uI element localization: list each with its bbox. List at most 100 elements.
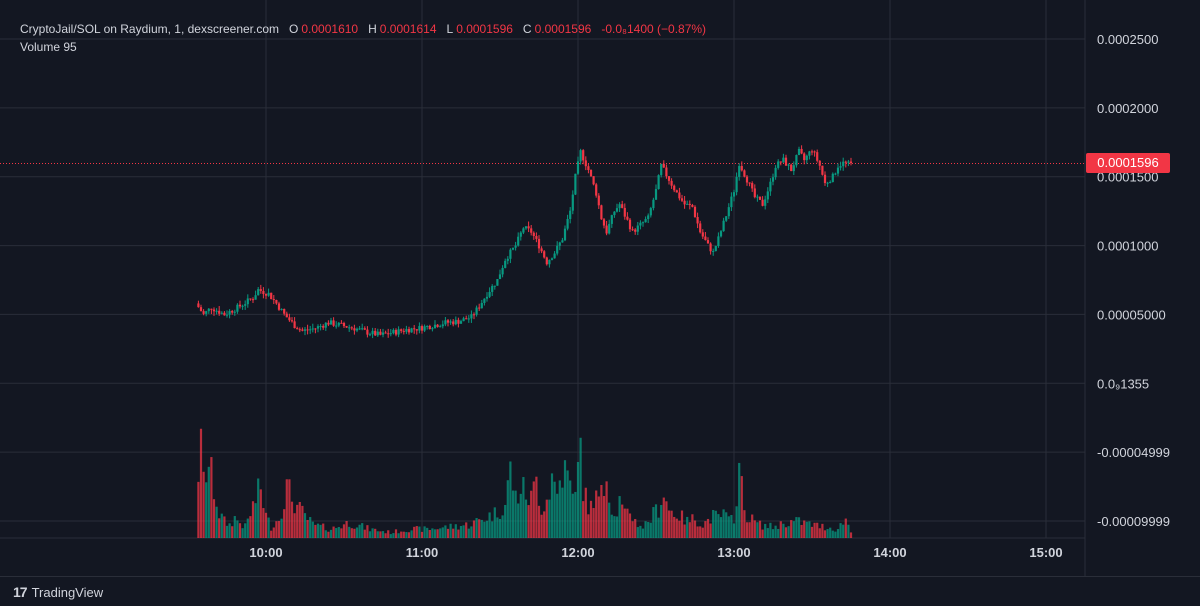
volume-bar — [758, 520, 762, 538]
volume-bar — [199, 428, 203, 538]
volume-bar — [566, 470, 569, 538]
low-label: L — [446, 22, 454, 36]
candle-body — [699, 223, 702, 233]
candle-body — [480, 302, 483, 309]
candle-body — [327, 322, 330, 325]
candle-body — [459, 321, 463, 324]
volume-bar — [244, 523, 247, 538]
candle-body — [571, 194, 574, 211]
open-value: 0.0001610 — [301, 22, 359, 36]
y-tick-label: -0.00004999 — [1097, 445, 1170, 460]
candle-body — [626, 216, 629, 220]
candle-body — [836, 167, 840, 174]
candle-body — [246, 298, 249, 305]
candle-body — [579, 150, 582, 162]
candle-body — [621, 204, 624, 208]
candle-body — [649, 208, 652, 216]
volume-bar — [467, 528, 470, 538]
candle-body — [270, 292, 273, 300]
volume-value: 95 — [63, 40, 77, 54]
volume-bar — [634, 518, 637, 538]
candle-body — [223, 312, 226, 316]
volume-bar — [613, 516, 616, 538]
candle-body — [478, 307, 481, 309]
volume-bar — [826, 529, 829, 538]
close-label: C — [522, 22, 532, 36]
volume-bar — [423, 526, 426, 538]
candle-body — [457, 319, 460, 324]
volume-bar — [849, 532, 853, 538]
volume-bar — [485, 520, 489, 538]
candle-body — [199, 307, 203, 312]
volume-bar — [519, 493, 522, 538]
volume-bar — [207, 466, 210, 538]
symbol-title[interactable]: CryptoJail/SOL on Raydium, 1, dexscreene… — [20, 22, 280, 36]
volume-bar — [241, 528, 244, 538]
volume-bar — [301, 505, 304, 538]
candle-body — [345, 326, 348, 328]
volume-bar — [839, 523, 842, 538]
candle-body — [400, 329, 403, 331]
candle-body — [509, 249, 512, 259]
price-candles — [197, 145, 853, 339]
volume-bar — [719, 517, 723, 538]
candle-body — [202, 311, 205, 314]
candle-body — [543, 251, 546, 258]
candle-body — [813, 151, 816, 153]
volume-bar — [374, 528, 377, 538]
x-tick-label: 11:00 — [406, 545, 439, 560]
volume-bar — [761, 529, 764, 538]
volume-bar — [803, 520, 806, 538]
volume-bar — [764, 523, 767, 538]
candle-body — [527, 226, 530, 229]
volume-bar — [400, 531, 403, 538]
volume-bar — [810, 526, 814, 538]
volume-bar — [774, 525, 777, 538]
candle-body — [756, 196, 759, 198]
candle-body — [712, 250, 715, 252]
volume-bar — [368, 531, 372, 538]
candle-body — [847, 161, 850, 163]
candle-body — [774, 167, 777, 178]
candle-body — [667, 176, 671, 181]
candle-body — [693, 206, 697, 217]
candle-body — [324, 322, 327, 328]
candle-body — [241, 305, 244, 307]
candle-body — [735, 176, 738, 193]
candle-body — [634, 229, 637, 232]
candle-body — [251, 299, 255, 301]
candle-body — [730, 196, 733, 208]
candle-body — [231, 311, 234, 313]
volume-bar — [704, 521, 707, 538]
candle-body — [340, 322, 343, 324]
volume-bar — [402, 531, 405, 538]
volume-bar — [797, 517, 801, 538]
candle-body — [249, 298, 252, 300]
volume-bar — [218, 518, 221, 538]
volume-bar — [231, 526, 234, 538]
volume-label[interactable]: Volume — [20, 40, 61, 54]
volume-bar — [582, 501, 585, 538]
tradingview-logo[interactable]: 17 TradingView — [13, 584, 103, 600]
volume-bar — [376, 531, 379, 538]
candle-body — [415, 329, 418, 331]
candle-body — [355, 328, 359, 331]
candle-body — [280, 308, 283, 310]
volume-bar — [621, 504, 624, 538]
volume-bar — [488, 512, 491, 538]
candle-body — [800, 148, 803, 154]
volume-bar — [314, 524, 317, 538]
candle-body — [264, 294, 268, 296]
volume-bar — [631, 521, 634, 538]
volume-bar — [449, 523, 452, 538]
volume-bar — [628, 513, 632, 538]
candle-body — [834, 173, 837, 175]
volume-bar — [439, 528, 442, 538]
volume-bar — [478, 519, 481, 538]
candle-body — [514, 245, 517, 248]
volume-bar — [233, 516, 236, 538]
volume-bar — [517, 503, 520, 538]
candle-body — [576, 161, 580, 174]
